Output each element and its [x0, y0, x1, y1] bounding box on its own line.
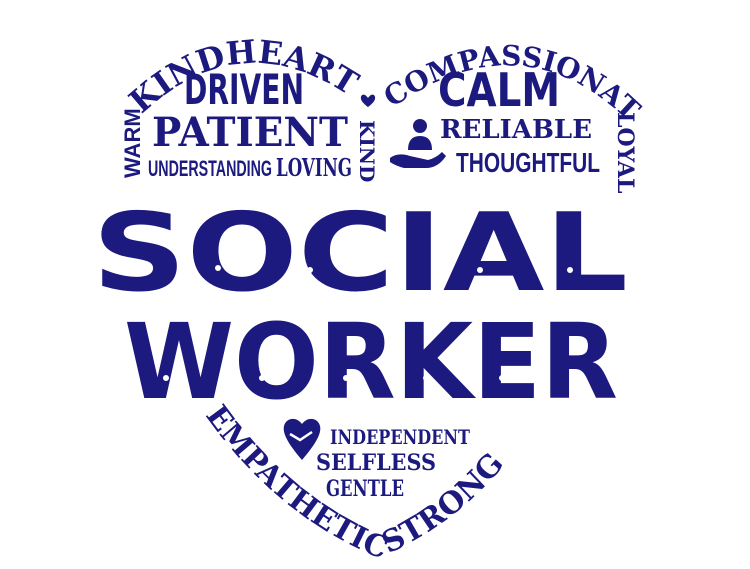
word-kindhearted-path: KINDHEARTED: [0, 0, 365, 120]
word-worker: WORKER: [124, 301, 618, 423]
handshake-heart-icon: [283, 418, 321, 460]
word-gentle: GENTLE: [326, 476, 404, 502]
word-calm: CALM: [438, 63, 560, 117]
social-highlights: [127, 265, 573, 273]
word-independent: INDEPENDENT: [330, 425, 470, 449]
word-loving: LOVING: [276, 153, 352, 182]
word-understanding: UNDERSTANDING: [148, 156, 272, 181]
word-driven: DRIVEN: [184, 65, 304, 114]
hand-person-icon: [390, 119, 446, 168]
heart-icon: [360, 94, 376, 107]
word-kindhearted: KINDHEARTED: [0, 0, 365, 120]
word-kind: KIND: [355, 120, 379, 182]
word-thoughtful: THOUGHTFUL: [456, 147, 600, 178]
word-social: SOCIAL: [92, 191, 628, 316]
word-reliable: RELIABLE: [440, 115, 592, 145]
word-patient: PATIENT: [152, 109, 348, 156]
worker-highlights: [163, 375, 581, 381]
word-loyal: LOYAL: [612, 112, 638, 193]
word-selfless: SELFLESS: [316, 450, 436, 476]
word-warm: WARM: [120, 108, 145, 178]
